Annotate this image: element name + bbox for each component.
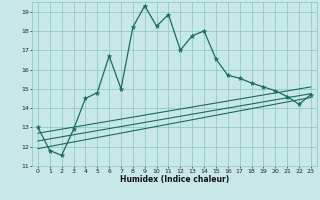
X-axis label: Humidex (Indice chaleur): Humidex (Indice chaleur) — [120, 175, 229, 184]
